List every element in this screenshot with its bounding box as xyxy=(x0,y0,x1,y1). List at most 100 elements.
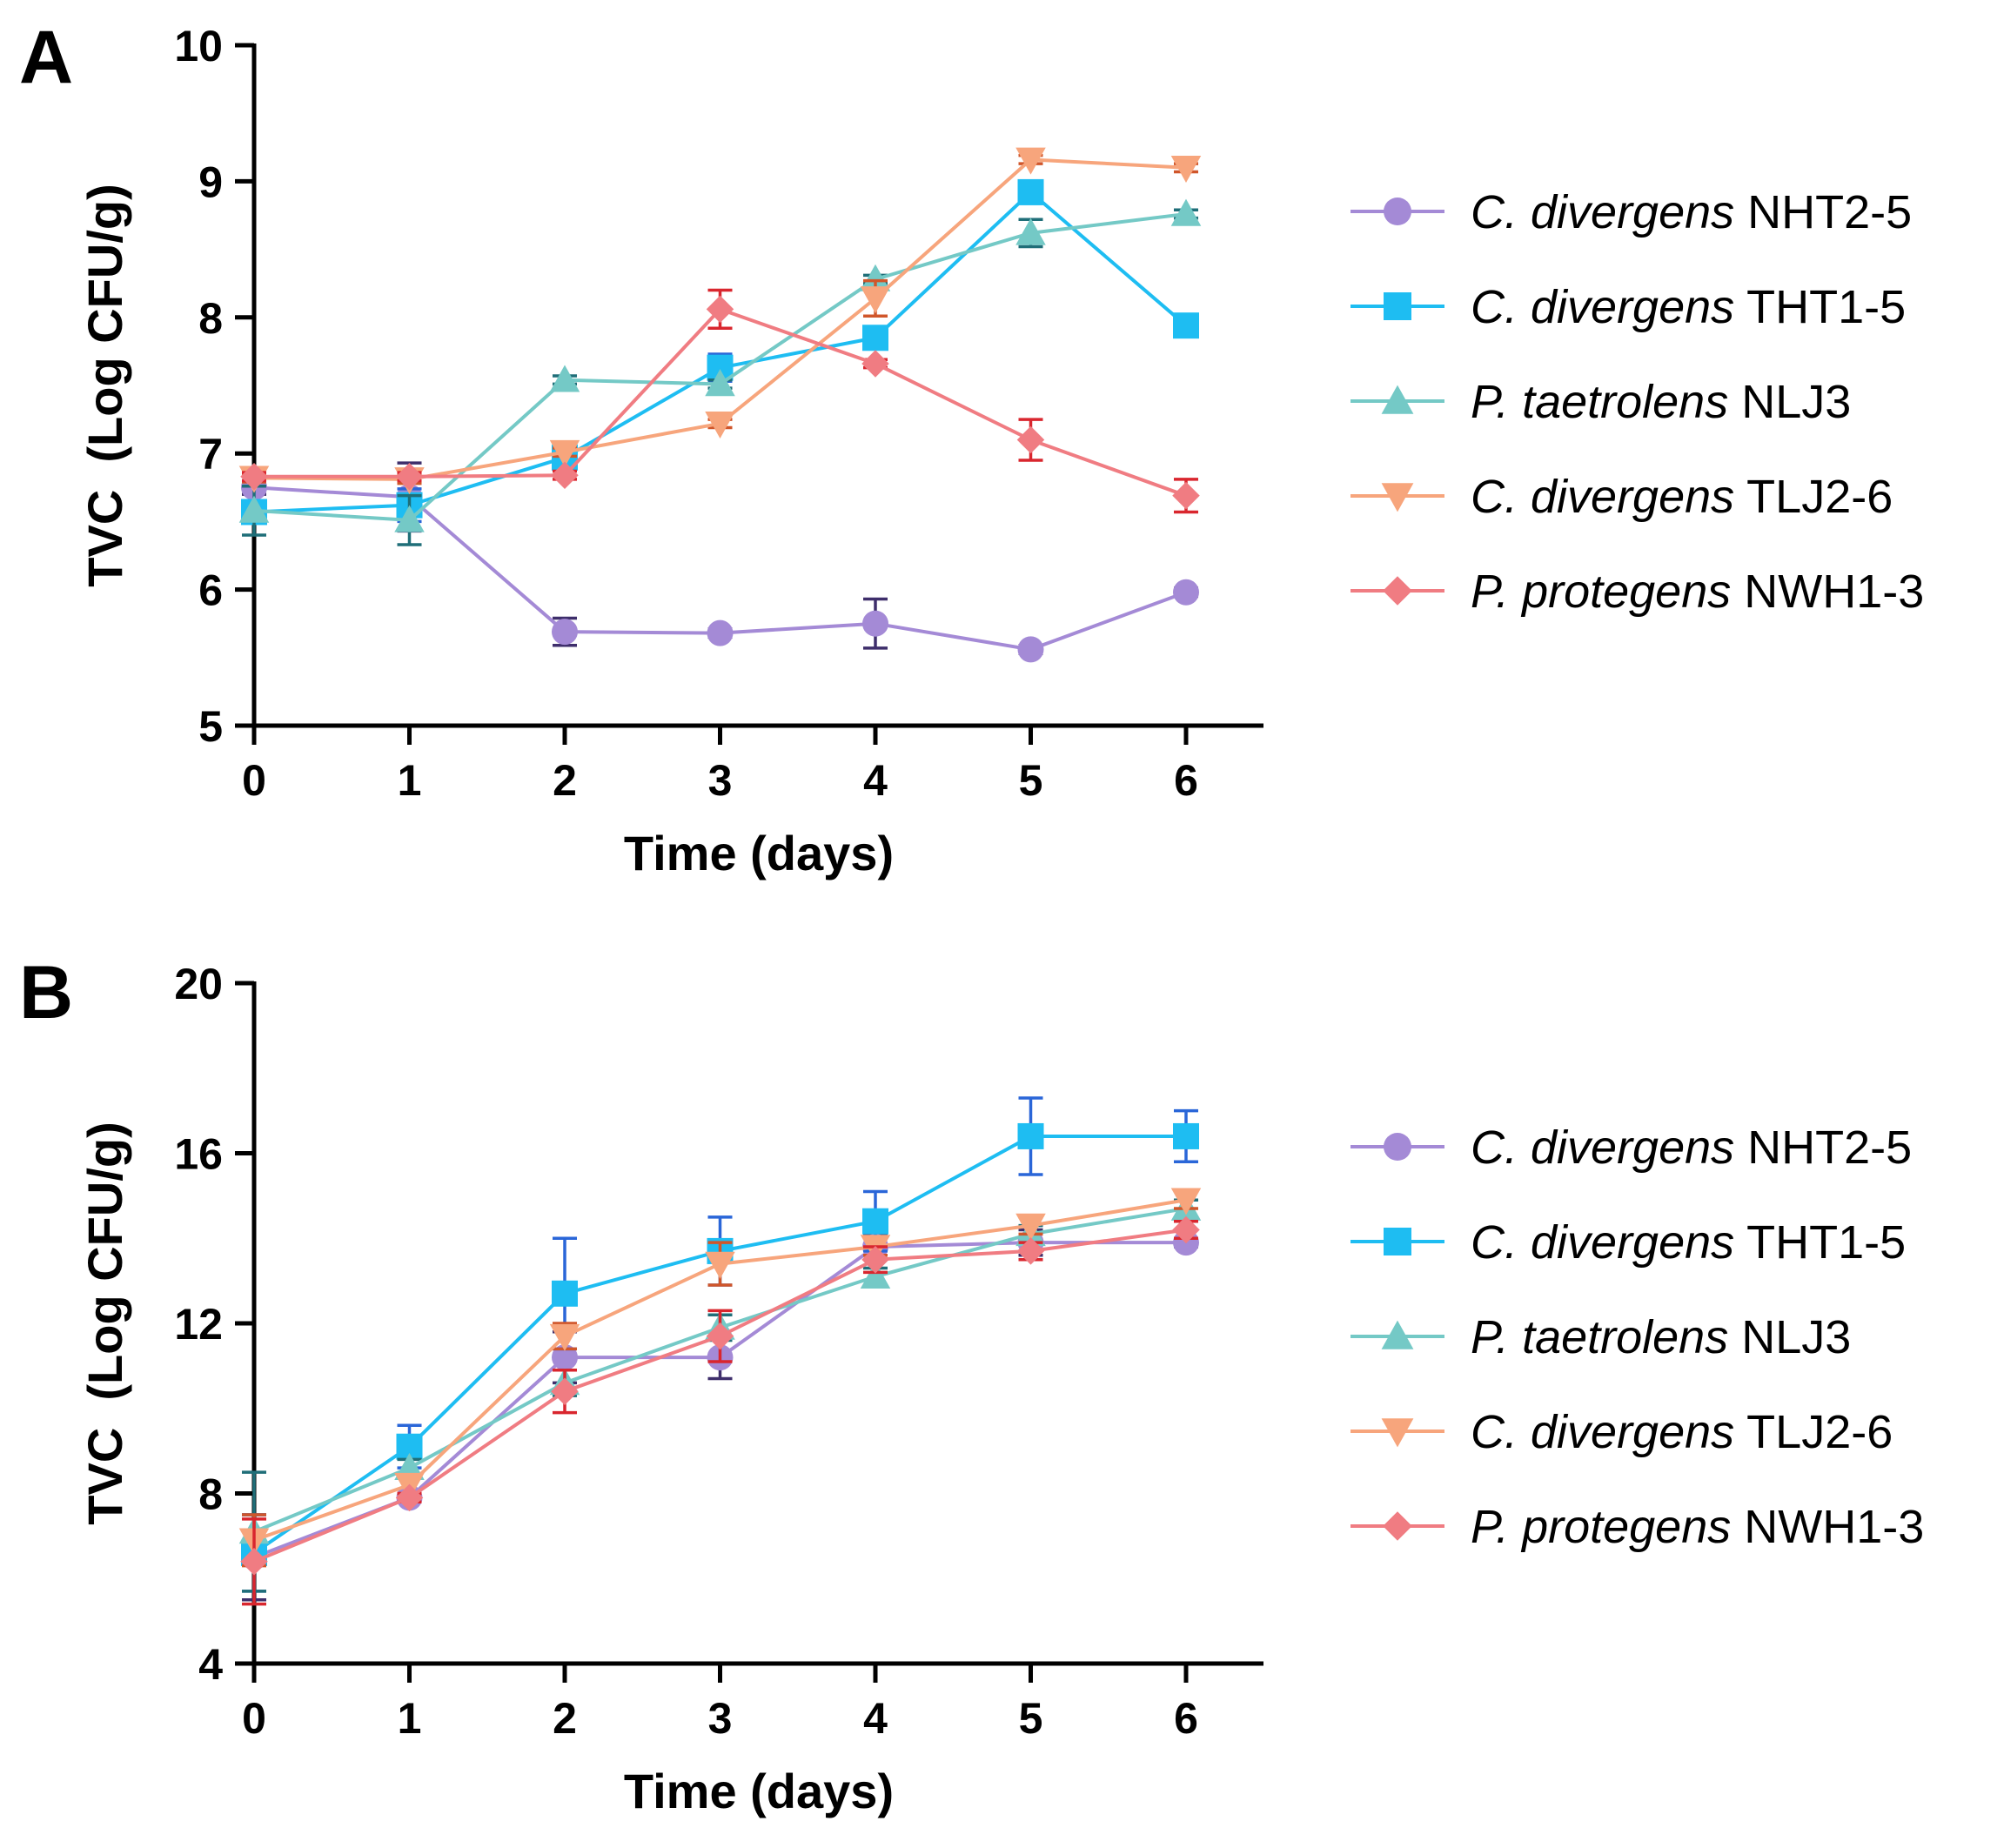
x-tick-label: 2 xyxy=(553,756,577,805)
series-line xyxy=(253,190,1188,514)
legend-label-strain: TLJ2-6 xyxy=(1734,1406,1893,1458)
data-point xyxy=(705,411,735,439)
data-point xyxy=(705,369,735,397)
data-point xyxy=(1170,198,1202,226)
data-point xyxy=(395,1483,424,1512)
data-point xyxy=(706,1322,734,1350)
x-tick-label: 1 xyxy=(398,1694,422,1743)
legend-label-strain: THT1-5 xyxy=(1734,1216,1906,1269)
panel-letter: A xyxy=(19,16,73,99)
legend-label-strain: THT1-5 xyxy=(1734,281,1906,333)
x-tick-label: 3 xyxy=(708,756,733,805)
data-point xyxy=(706,295,734,324)
y-tick-label: 5 xyxy=(198,702,223,751)
legend-label-strain: NWH1-3 xyxy=(1731,566,1924,618)
legend-label-italic: P. taetrolens xyxy=(1471,1311,1728,1363)
x-tick-label: 0 xyxy=(242,756,266,805)
chart-panel-a: A 5 6 7 8 9 10 0 1 2 3 4 5 6 Time (days) TVC (Log CFU/g… xyxy=(19,16,1924,880)
series-1 xyxy=(241,461,1199,663)
legend-label-italic: C. divergens xyxy=(1471,1406,1734,1458)
x-axis-title: Time (days) xyxy=(624,1764,894,1818)
legend-marker xyxy=(1384,198,1411,225)
data-point xyxy=(1017,1122,1044,1149)
y-tick-label: 7 xyxy=(198,430,223,479)
x-tick-label: 5 xyxy=(1019,1694,1043,1743)
data-point xyxy=(1015,147,1046,175)
legend-label-italic: C. divergens xyxy=(1471,1122,1734,1174)
legend-label-italic: P. protegens xyxy=(1471,566,1731,618)
y-tick-label: 4 xyxy=(198,1640,223,1689)
y-axis-title: TVC (Log CFU/g) xyxy=(77,1122,132,1524)
y-tick-label: 9 xyxy=(198,157,223,206)
data-point xyxy=(552,619,578,646)
legend-label: P. protegens NWH1-3 xyxy=(1471,566,1924,618)
legend-label-italic: C. divergens xyxy=(1471,281,1734,333)
x-tick-label: 6 xyxy=(1174,1694,1198,1743)
y-tick-label: 6 xyxy=(198,566,223,615)
legend-label-italic: P. protegens xyxy=(1471,1501,1731,1553)
data-point xyxy=(862,610,888,637)
legend-marker xyxy=(1381,483,1414,512)
legend-label: C. divergens THT1-5 xyxy=(1471,1216,1906,1269)
y-tick-label: 20 xyxy=(174,960,223,1008)
legend-label: P. taetrolens NLJ3 xyxy=(1471,1311,1851,1363)
data-point xyxy=(861,350,889,378)
data-point xyxy=(240,1547,268,1576)
data-point xyxy=(1173,1122,1199,1149)
data-point xyxy=(1172,1215,1200,1244)
data-point xyxy=(862,1208,888,1235)
data-point xyxy=(549,439,580,467)
legend-label-italic: C. divergens xyxy=(1471,471,1734,523)
data-point xyxy=(552,1280,578,1307)
data-point xyxy=(707,619,734,646)
data-point xyxy=(1170,1188,1202,1215)
legend-marker xyxy=(1384,292,1411,320)
data-point xyxy=(240,463,268,491)
y-axis-title: TVC (Log CFU/g) xyxy=(77,184,132,586)
legend-label: P. protegens NWH1-3 xyxy=(1471,1501,1924,1553)
legend-label: C. divergens TLJ2-6 xyxy=(1471,471,1893,523)
legend-label: P. taetrolens NLJ3 xyxy=(1471,376,1851,428)
data-point xyxy=(860,264,891,291)
x-tick-label: 4 xyxy=(863,756,888,805)
x-tick-label: 0 xyxy=(242,1694,266,1743)
series-line xyxy=(253,1241,1186,1559)
legend-label: C. divergens TLJ2-6 xyxy=(1471,1406,1893,1458)
data-point xyxy=(1016,1237,1045,1265)
y-tick-label: 16 xyxy=(174,1130,223,1179)
legend-label: C. divergens NHT2-5 xyxy=(1471,1122,1912,1174)
legend-label-strain: NWH1-3 xyxy=(1731,1501,1924,1553)
data-point xyxy=(860,1261,891,1289)
x-tick-label: 4 xyxy=(863,1694,888,1743)
series-5 xyxy=(240,1215,1200,1606)
data-point xyxy=(1170,155,1202,184)
data-point xyxy=(1015,1213,1046,1241)
x-tick-label: 5 xyxy=(1019,756,1043,805)
x-tick-label: 2 xyxy=(553,1694,577,1743)
data-point xyxy=(1017,636,1044,663)
data-point xyxy=(1173,579,1199,606)
legend-label-italic: P. taetrolens xyxy=(1471,376,1728,428)
legend: C. divergens NHT2-5C. divergens THT1-5P.… xyxy=(1351,186,1924,618)
data-point xyxy=(860,286,891,314)
data-point xyxy=(549,1323,580,1351)
data-point xyxy=(1017,178,1044,205)
legend-marker xyxy=(1381,1418,1414,1448)
legend-label-italic: C. divergens xyxy=(1471,1216,1734,1269)
series-line xyxy=(254,307,1187,498)
data-point xyxy=(1173,312,1199,339)
x-axis-title: Time (days) xyxy=(624,826,894,880)
legend-marker xyxy=(1383,576,1412,606)
data-point xyxy=(551,1377,579,1405)
y-tick-label: 8 xyxy=(198,1470,223,1519)
data-point xyxy=(551,461,579,489)
x-tick-label: 3 xyxy=(708,1694,733,1743)
data-point xyxy=(549,365,580,392)
data-point xyxy=(238,495,270,523)
legend-label-italic: C. divergens xyxy=(1471,186,1734,238)
data-point xyxy=(861,1245,889,1274)
legend-marker xyxy=(1381,1320,1414,1349)
data-point xyxy=(1016,425,1045,454)
